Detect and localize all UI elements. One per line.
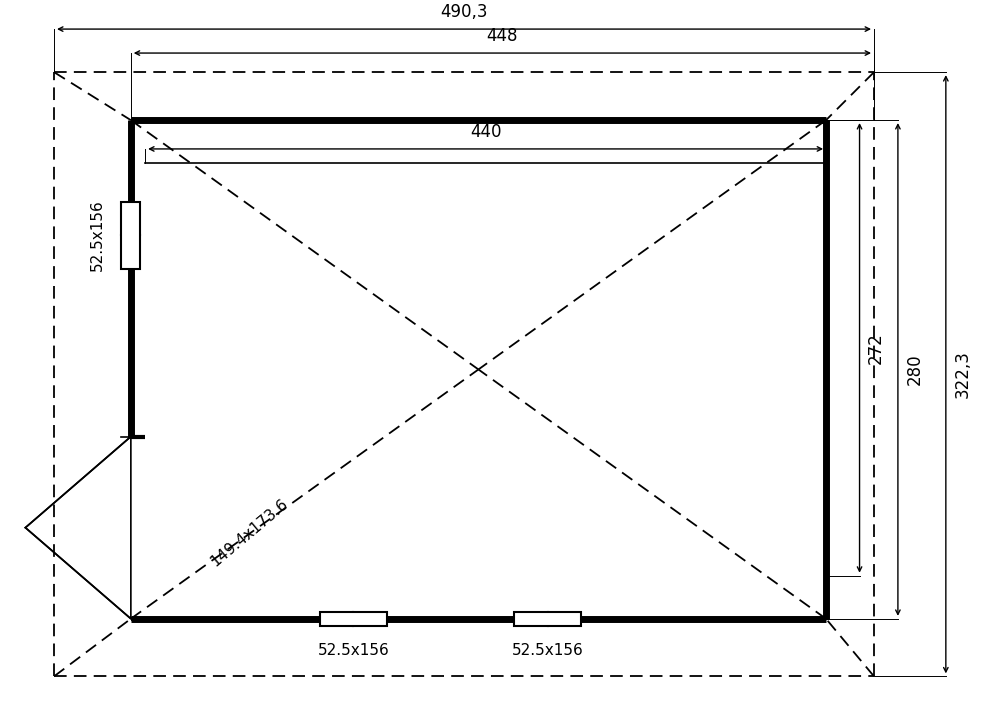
Text: 52.5x156: 52.5x156 (512, 643, 584, 658)
Text: 280: 280 (906, 353, 924, 386)
Text: 272: 272 (867, 332, 885, 363)
Text: 448: 448 (487, 27, 518, 46)
Text: 52.5x156: 52.5x156 (317, 643, 389, 658)
Bar (320, 612, 387, 626)
Text: 149.4x173.6: 149.4x173.6 (208, 496, 291, 569)
Bar (121, 201, 140, 268)
Text: 490,3: 490,3 (440, 4, 488, 21)
Text: 52.5x156: 52.5x156 (90, 199, 105, 271)
Text: 322,3: 322,3 (954, 351, 972, 398)
Bar (514, 612, 581, 626)
Text: 440: 440 (470, 124, 501, 141)
